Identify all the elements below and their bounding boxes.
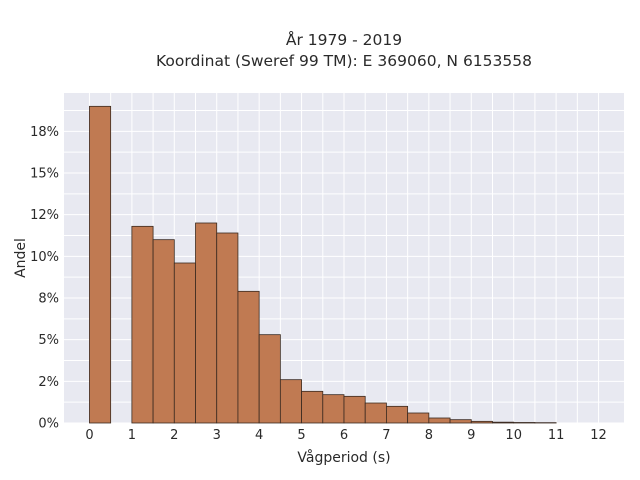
x-tick-label: 8 (425, 428, 433, 443)
histogram-bar (470, 420, 493, 424)
x-tick-label: 11 (548, 428, 565, 443)
y-tick-label: 0% (38, 417, 59, 432)
histogram-bar (513, 422, 536, 424)
histogram-bar (428, 417, 451, 424)
histogram-bar (152, 239, 175, 424)
histogram-bar (322, 394, 345, 424)
x-tick-label: 0 (85, 428, 93, 443)
x-axis-label: Vågperiod (s) (297, 449, 390, 466)
y-tick-label: 10% (30, 250, 59, 265)
bars (89, 105, 557, 424)
y-tick-label: 15% (30, 167, 59, 182)
histogram-bar (364, 402, 387, 424)
histogram-bar (449, 419, 472, 424)
x-tick-label: 10 (505, 428, 522, 443)
y-tick-label: 2% (38, 375, 59, 390)
x-tick-label: 3 (213, 428, 221, 443)
x-tick-label: 12 (590, 428, 607, 443)
histogram-bar (492, 421, 515, 424)
histogram-bar (237, 290, 260, 424)
y-tick-label: 12% (30, 208, 59, 223)
histogram-bar (407, 412, 430, 424)
x-tick-label: 7 (382, 428, 390, 443)
x-tick-label: 9 (467, 428, 475, 443)
x-tick-label: 2 (170, 428, 178, 443)
x-tick-labels: 0 1 2 3 4 5 6 7 8 9 10 11 12 (85, 428, 607, 443)
histogram-bar (279, 379, 302, 424)
x-tick-label: 6 (340, 428, 348, 443)
x-tick-label: 5 (297, 428, 305, 443)
y-tick-labels: 0% 2% 5% 8% 10% 12% 15% 18% (30, 125, 59, 432)
histogram-bar (195, 222, 218, 424)
x-tick-label: 1 (128, 428, 136, 443)
histogram-bar (386, 405, 409, 424)
x-tick-label: 4 (255, 428, 263, 443)
histogram-bar (343, 395, 366, 424)
y-axis-label: Andel (13, 238, 29, 278)
histogram-bar (173, 262, 196, 424)
histogram-bar (258, 334, 281, 424)
histogram-bar (301, 390, 324, 424)
histogram-bar (131, 225, 154, 424)
chart-title: År 1979 - 2019 (286, 30, 402, 49)
y-tick-label: 8% (38, 292, 59, 307)
y-tick-label: 18% (30, 125, 59, 140)
histogram-bar (89, 105, 112, 424)
y-tick-label: 5% (38, 333, 59, 348)
chart-subtitle: Koordinat (Sweref 99 TM): E 369060, N 61… (156, 52, 532, 70)
histogram-bar (216, 232, 239, 424)
